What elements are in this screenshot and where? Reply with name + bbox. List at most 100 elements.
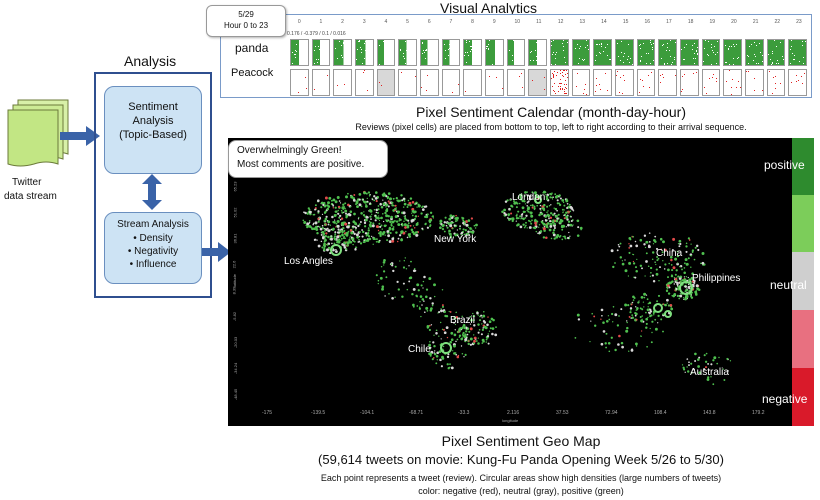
tweet-point: [403, 215, 406, 218]
stream-analysis-box[interactable]: Stream Analysis • Density • Negativity •…: [104, 212, 202, 284]
tweet-point: [504, 213, 508, 216]
tweet-dot: [317, 45, 319, 47]
hour-cell[interactable]: [355, 39, 374, 66]
tweet-point: [548, 217, 550, 220]
hour-cell[interactable]: [745, 39, 764, 66]
tweet-dot: [663, 43, 665, 45]
hour-cell[interactable]: [658, 39, 677, 66]
hour-cell[interactable]: [506, 39, 526, 66]
hour-cell[interactable]: [376, 69, 396, 96]
tweet-point: [323, 233, 325, 236]
tweet-dot: [674, 59, 676, 61]
hour-cell[interactable]: [615, 39, 634, 66]
tweet-dot: [487, 46, 489, 48]
hour-cell[interactable]: [766, 69, 786, 96]
tweet-point: [567, 220, 571, 223]
hour-cell[interactable]: [593, 69, 612, 96]
hour-cell[interactable]: [658, 69, 677, 96]
hour-cell[interactable]: [311, 69, 331, 96]
hour-cell[interactable]: [463, 69, 482, 96]
hour-cell[interactable]: [290, 39, 309, 66]
city-label-brazil: Brazil: [450, 315, 476, 326]
tweet-point: [567, 211, 569, 213]
hour-cell[interactable]: [701, 39, 721, 66]
tweet-point: [632, 260, 635, 263]
hour-cell[interactable]: [701, 69, 721, 96]
tweet-point: [462, 221, 465, 225]
tweet-point: [648, 301, 652, 305]
tweet-point: [332, 227, 335, 231]
hour-cell[interactable]: [636, 69, 656, 96]
tweet-point: [534, 205, 536, 208]
hour-cell[interactable]: [376, 39, 396, 66]
y-tick-label: -20.03: [233, 336, 239, 349]
tweet-dot: [553, 83, 555, 85]
hour-cell[interactable]: [441, 69, 461, 96]
hour-cell[interactable]: [745, 69, 764, 96]
tweet-point: [416, 283, 420, 287]
hour-cell[interactable]: [420, 39, 439, 66]
hour-cell[interactable]: [398, 39, 417, 66]
hour-cell[interactable]: [485, 39, 504, 66]
tweet-dot: [564, 89, 566, 91]
tweet-dot: [487, 43, 489, 45]
hour-cell[interactable]: [463, 39, 482, 66]
hour-cell[interactable]: [311, 39, 331, 66]
tweet-point: [624, 303, 628, 307]
hour-cell[interactable]: [615, 69, 634, 96]
tweet-point: [666, 298, 669, 302]
calendar-row-peacock[interactable]: [289, 69, 809, 96]
hour-cell[interactable]: [333, 69, 352, 96]
tweet-point: [320, 233, 323, 236]
tweet-point: [670, 264, 673, 266]
tweet-point: [561, 208, 564, 211]
tweet-point: [469, 323, 472, 325]
hour-cell[interactable]: [680, 69, 699, 96]
tweet-point: [634, 314, 637, 317]
hour-cell[interactable]: [528, 39, 547, 66]
tweet-point: [340, 209, 343, 212]
hour-cell[interactable]: [766, 39, 786, 66]
tweet-point: [363, 221, 367, 225]
hour-cell[interactable]: [485, 69, 504, 96]
tweet-dot: [772, 76, 774, 78]
tweet-point: [355, 201, 359, 205]
hour-cell[interactable]: [788, 69, 807, 96]
hour-cell[interactable]: [290, 69, 309, 96]
tweet-point: [448, 232, 450, 234]
tweet-dot: [337, 57, 339, 59]
tweet-point: [409, 233, 412, 235]
tweet-point: [610, 312, 614, 316]
tweet-point: [431, 304, 434, 307]
hour-cell[interactable]: [333, 39, 352, 66]
calendar-row-panda[interactable]: [289, 39, 809, 66]
hour-cell[interactable]: [571, 69, 591, 96]
tweet-dot: [536, 42, 538, 44]
hour-cell[interactable]: [506, 69, 526, 96]
hour-cell[interactable]: [550, 39, 569, 66]
hour-cell[interactable]: [636, 39, 656, 66]
hour-cell[interactable]: [528, 69, 547, 96]
hour-cell[interactable]: [680, 39, 699, 66]
hour-cell[interactable]: [788, 39, 807, 66]
hour-cell[interactable]: [550, 69, 569, 96]
hour-cell[interactable]: [593, 39, 612, 66]
tweet-point: [417, 215, 419, 217]
hour-cell[interactable]: [723, 39, 742, 66]
geo-map[interactable]: -175 -139.5 -104.1 -68.71 -33.3 2.116 37.53 72.…: [228, 138, 814, 426]
tweet-point: [604, 342, 607, 345]
hour-cell[interactable]: [441, 39, 461, 66]
tweet-point: [704, 366, 708, 369]
tweet-point: [332, 204, 335, 207]
hour-cell[interactable]: [420, 69, 439, 96]
tweet-dot: [421, 41, 423, 43]
tweet-point: [475, 338, 477, 340]
hour-cell[interactable]: [723, 69, 742, 96]
tweet-point: [388, 202, 391, 205]
hour-cell[interactable]: [355, 69, 374, 96]
tweet-point: [334, 206, 337, 209]
hour-cell[interactable]: [398, 69, 417, 96]
hour-cell[interactable]: [571, 39, 591, 66]
tweet-point: [375, 240, 378, 243]
sentiment-analysis-box[interactable]: Sentiment Analysis (Topic-Based): [104, 86, 202, 174]
